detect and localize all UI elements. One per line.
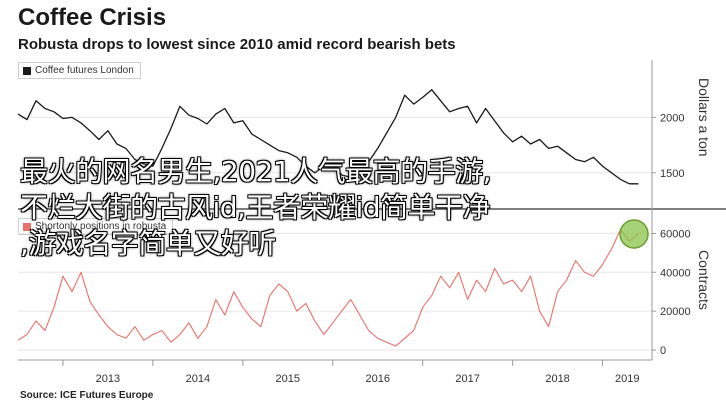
ytick-label-positions-3: 60000 — [660, 228, 691, 240]
series-line-price-0 — [17, 89, 639, 185]
xtick-label-4: 2017 — [455, 373, 479, 385]
grid-layer — [18, 116, 652, 351]
legend-price-label: Coffee futures London — [35, 65, 134, 76]
highlight-circle — [619, 219, 649, 249]
ytick-label-positions-0: 0 — [660, 345, 666, 357]
xtick-label-3: 2016 — [365, 373, 389, 385]
legend-price: Coffee futures London — [18, 62, 141, 79]
overlay-line-1: 最火的网名男生,2021人气最高的手游, — [20, 155, 492, 188]
ytick-label-positions-2: 40000 — [660, 267, 691, 279]
xtick-label-0: 2013 — [96, 373, 120, 385]
legend-positions-swatch — [23, 222, 31, 231]
legend-positions: Shortonly positions in robusta — [18, 218, 174, 235]
xtick-label-6: 2019 — [615, 373, 639, 385]
ytick-label-price-1: 2000 — [660, 112, 684, 124]
y-axis-title-price: Dollars a ton — [696, 78, 712, 157]
legend-positions-label: Shortonly positions in robusta — [35, 221, 167, 232]
series-layer — [17, 89, 639, 347]
xtick-label-2: 2015 — [276, 373, 300, 385]
overlay-line-2: 不烂大街的古风id,王者荣耀id简单干净 — [20, 191, 491, 224]
chart-title: Coffee Crisis — [18, 4, 167, 31]
series-line-positions-0 — [17, 228, 639, 347]
source-note: Source: ICE Futures Europe — [20, 390, 154, 401]
xtick-label-1: 2014 — [186, 373, 210, 385]
ytick-label-positions-1: 20000 — [660, 306, 691, 318]
legend-price-swatch — [23, 66, 31, 75]
overlay-line-3: ,游戏名字简单又好听 — [20, 227, 276, 260]
ytick-label-price-0: 1500 — [660, 168, 684, 180]
xtick-label-5: 2018 — [545, 373, 569, 385]
overlay-text: 最火的网名男生,2021人气最高的手游, 不烂大街的古风id,王者荣耀id简单干… — [20, 154, 660, 262]
y-axis-title-contracts: Contracts — [696, 250, 712, 310]
chart-subtitle: Robusta drops to lowest since 2010 amid … — [18, 36, 456, 53]
